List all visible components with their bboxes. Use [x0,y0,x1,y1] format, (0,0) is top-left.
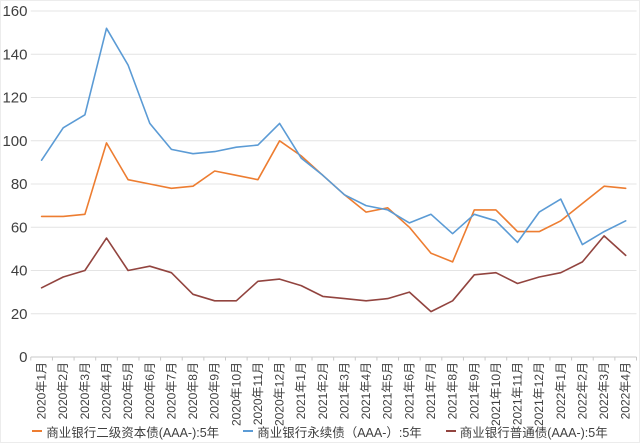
x-axis-tick-label: 2020年7月 [164,362,178,419]
legend-line-marker-darkred [445,430,456,432]
x-axis-tick-label: 2020年11月 [251,362,265,425]
x-axis-tick-label: 2020年2月 [56,362,70,419]
x-axis-tick-label: 2021年1月 [294,362,308,419]
x-axis-tick-label: 2021年2月 [316,362,330,419]
y-axis-tick-label: 120 [2,90,27,107]
x-axis-tick-label: 2022年2月 [575,362,589,419]
x-axis-tick-label: 2020年1月 [35,362,49,419]
x-axis-tick-label: 2020年12月 [273,362,287,426]
series-line-0 [40,140,627,263]
x-axis-tick-label: 2022年3月 [597,362,611,419]
legend-item-perpetual-bond: 商业银行永续债（AAA-）:5年 [243,422,422,441]
legend-item-ordinary-bond: 商业银行普通债(AAA-):5年 [445,422,608,441]
x-axis-tick-label: 2021年7月 [424,362,438,419]
y-axis-tick-label: 140 [2,46,27,63]
x-axis-tick-label: 2021年6月 [402,362,416,419]
x-axis-tick-label: 2020年3月 [78,362,92,419]
x-axis-tick-label: 2020年6月 [143,362,157,419]
y-axis-tick-label: 0 [19,349,27,366]
y-axis-tick-label: 100 [2,133,27,150]
legend-line-marker-blue [243,430,254,432]
y-axis-tick-label: 20 [11,306,28,323]
x-axis-tick-label: 2021年3月 [337,362,351,419]
y-axis-tick-label: 160 [2,3,27,20]
x-axis-tick-label: 2020年8月 [186,362,200,419]
x-axis-tick-label: 2021年8月 [446,362,460,419]
x-axis-tick-label: 2021年9月 [467,362,481,419]
legend-label: 商业银行二级资本债(AAA-):5年 [46,425,220,440]
y-axis-tick-label: 40 [11,263,28,280]
x-axis-tick-label: 2020年5月 [121,362,135,419]
legend-line-marker-orange [32,430,43,432]
y-axis-tick-label: 60 [11,219,28,236]
x-axis-tick-label: 2020年4月 [100,362,114,419]
x-axis-tick-label: 2021年11月 [511,362,525,425]
series-line-1 [40,27,627,246]
legend-label: 商业银行普通债(AAA-):5年 [459,425,608,440]
x-axis-tick-label: 2020年9月 [208,362,222,419]
x-axis-tick-label: 2022年4月 [619,362,633,419]
x-axis-tick-label: 2021年10月 [489,362,503,426]
x-axis-tick-label: 2022年1月 [554,362,568,419]
series-line-2 [40,235,627,313]
x-axis-tick-label: 2021年4月 [359,362,373,419]
chart-legend: 商业银行二级资本债(AAA-):5年 商业银行永续债（AAA-）:5年 商业银行… [1,422,639,440]
x-axis-tick-label: 2021年12月 [532,362,546,426]
x-axis-tick-label: 2021年5月 [381,362,395,419]
y-axis-tick-label: 80 [11,176,28,193]
legend-item-tier2-capital-bond: 商业银行二级资本债(AAA-):5年 [32,422,219,441]
x-axis-tick-label: 2020年10月 [229,362,243,426]
legend-label: 商业银行永续债（AAA-）:5年 [257,425,422,440]
